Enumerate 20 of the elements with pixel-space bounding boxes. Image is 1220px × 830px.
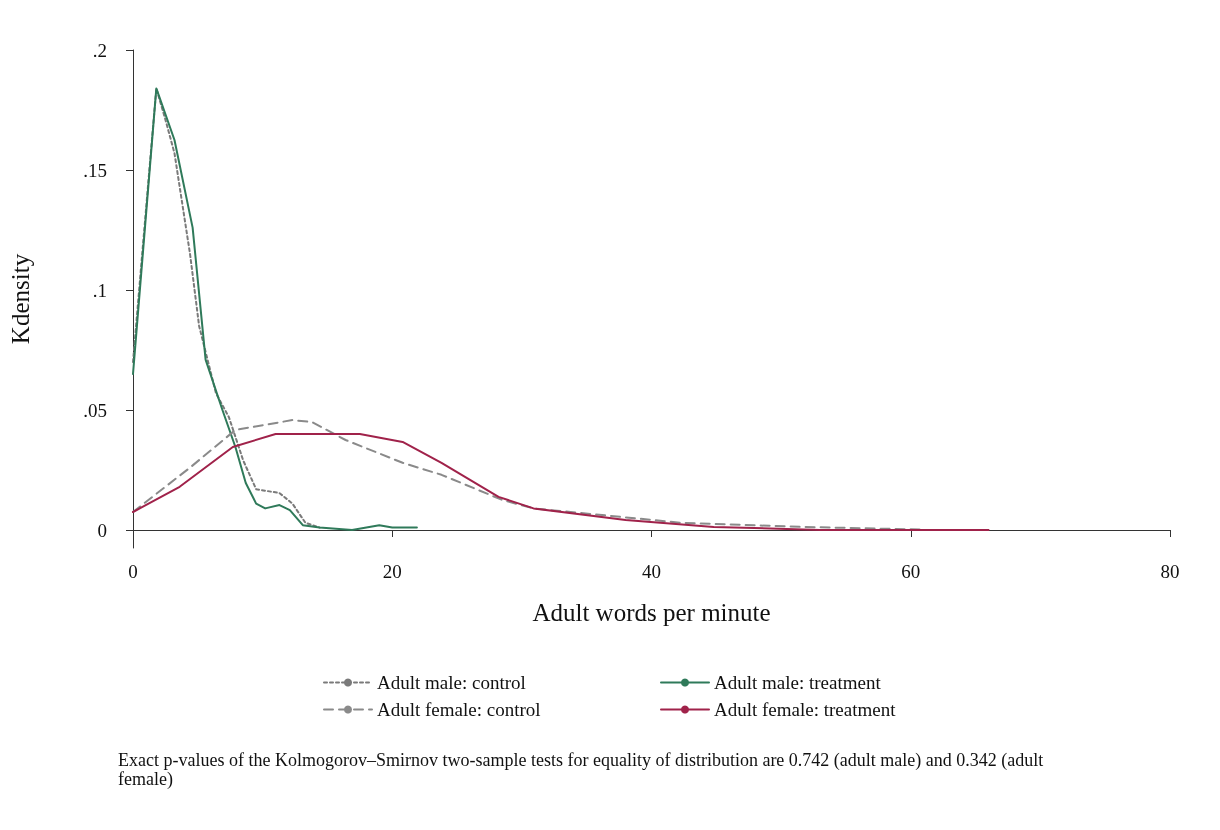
legend-label: Adult female: control xyxy=(377,699,541,720)
y-axis-title: Kdensity xyxy=(7,253,34,345)
x-tick-label: 20 xyxy=(382,561,402,582)
legend-label: Adult female: treatment xyxy=(714,699,897,720)
line-series xyxy=(132,419,923,531)
x-tick-label: 80 xyxy=(1160,561,1180,582)
x-axis-title: Adult words per minute xyxy=(532,599,771,626)
y-tick-label: .2 xyxy=(92,39,107,61)
line-series xyxy=(132,87,418,531)
legend-label: Adult male: control xyxy=(377,672,526,693)
y-tick-label: .1 xyxy=(92,279,107,301)
x-tick-label: 60 xyxy=(901,561,921,582)
text: Exact p-values of the Kolmogorov–Smirnov two-sample tests for equality of distribution are 0.742 (adult male) and 0.342 (adult female) xyxy=(118,749,1048,790)
legend-label: Adult male: treatment xyxy=(714,672,882,693)
x-tick-label: 40 xyxy=(642,561,661,582)
y-tick-label: 0 xyxy=(97,519,107,541)
y-tick-label: .15 xyxy=(83,159,107,181)
x-tick-label: 0 xyxy=(128,561,138,582)
line-series xyxy=(132,433,990,531)
y-tick-label: .05 xyxy=(83,399,107,421)
